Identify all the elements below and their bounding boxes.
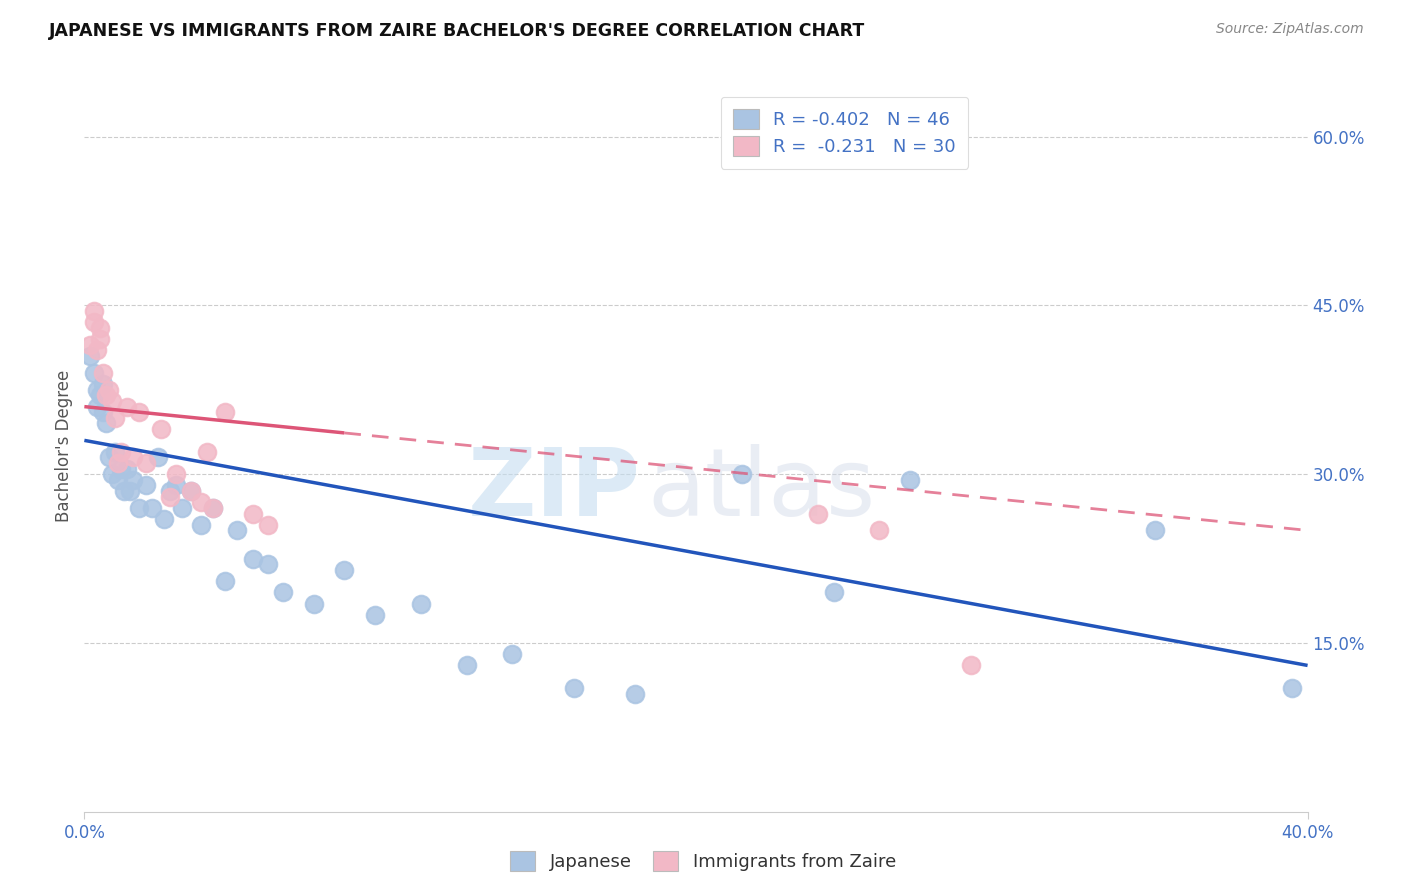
- Point: [89, 388, 111, 402]
- Point: [214, 574, 236, 588]
- Point: [242, 551, 264, 566]
- Point: [807, 507, 830, 521]
- Point: [141, 500, 163, 515]
- Text: ZIP: ZIP: [468, 444, 641, 536]
- Point: [86, 400, 108, 414]
- Point: [195, 444, 218, 458]
- Point: [960, 658, 983, 673]
- Point: [79, 337, 101, 351]
- Point: [1143, 524, 1166, 538]
- Point: [1281, 681, 1303, 695]
- Point: [89, 321, 111, 335]
- Point: [165, 467, 187, 482]
- Point: [159, 483, 181, 498]
- Point: [159, 490, 181, 504]
- Point: [107, 456, 129, 470]
- Point: [104, 444, 127, 458]
- Point: [91, 377, 114, 392]
- Point: [94, 417, 117, 431]
- Point: [364, 607, 387, 622]
- Point: [190, 495, 212, 509]
- Point: [257, 517, 280, 532]
- Y-axis label: Bachelor's Degree: Bachelor's Degree: [55, 370, 73, 522]
- Point: [898, 473, 921, 487]
- Point: [165, 478, 187, 492]
- Point: [214, 405, 236, 419]
- Point: [101, 467, 124, 482]
- Point: [128, 405, 150, 419]
- Point: [823, 585, 845, 599]
- Point: [91, 366, 114, 380]
- Point: [180, 483, 202, 498]
- Point: [97, 383, 120, 397]
- Point: [86, 343, 108, 358]
- Point: [120, 483, 142, 498]
- Point: [104, 410, 127, 425]
- Point: [257, 557, 280, 571]
- Point: [624, 687, 647, 701]
- Point: [226, 524, 249, 538]
- Point: [101, 394, 124, 409]
- Point: [201, 500, 224, 515]
- Point: [302, 597, 325, 611]
- Point: [172, 500, 194, 515]
- Point: [83, 315, 105, 329]
- Legend: Japanese, Immigrants from Zaire: Japanese, Immigrants from Zaire: [502, 844, 904, 879]
- Point: [731, 467, 754, 482]
- Point: [115, 461, 138, 475]
- Point: [86, 383, 108, 397]
- Point: [153, 512, 176, 526]
- Point: [115, 400, 138, 414]
- Point: [112, 483, 135, 498]
- Point: [110, 444, 132, 458]
- Point: [456, 658, 478, 673]
- Text: atlas: atlas: [647, 444, 876, 536]
- Point: [242, 507, 264, 521]
- Point: [135, 456, 157, 470]
- Point: [180, 483, 202, 498]
- Point: [502, 647, 524, 661]
- Point: [91, 405, 114, 419]
- Point: [107, 473, 129, 487]
- Text: JAPANESE VS IMMIGRANTS FROM ZAIRE BACHELOR'S DEGREE CORRELATION CHART: JAPANESE VS IMMIGRANTS FROM ZAIRE BACHEL…: [49, 22, 866, 40]
- Point: [79, 349, 101, 363]
- Point: [89, 332, 111, 346]
- Point: [149, 422, 172, 436]
- Point: [201, 500, 224, 515]
- Legend: R = -0.402   N = 46, R =  -0.231   N = 30: R = -0.402 N = 46, R = -0.231 N = 30: [721, 96, 969, 169]
- Point: [333, 563, 356, 577]
- Point: [128, 500, 150, 515]
- Point: [271, 585, 294, 599]
- Point: [83, 366, 105, 380]
- Point: [869, 524, 891, 538]
- Text: Source: ZipAtlas.com: Source: ZipAtlas.com: [1216, 22, 1364, 37]
- Point: [110, 461, 132, 475]
- Point: [135, 478, 157, 492]
- Point: [122, 473, 145, 487]
- Point: [83, 304, 105, 318]
- Point: [190, 517, 212, 532]
- Point: [409, 597, 432, 611]
- Point: [97, 450, 120, 465]
- Point: [94, 388, 117, 402]
- Point: [146, 450, 169, 465]
- Point: [122, 450, 145, 465]
- Point: [562, 681, 585, 695]
